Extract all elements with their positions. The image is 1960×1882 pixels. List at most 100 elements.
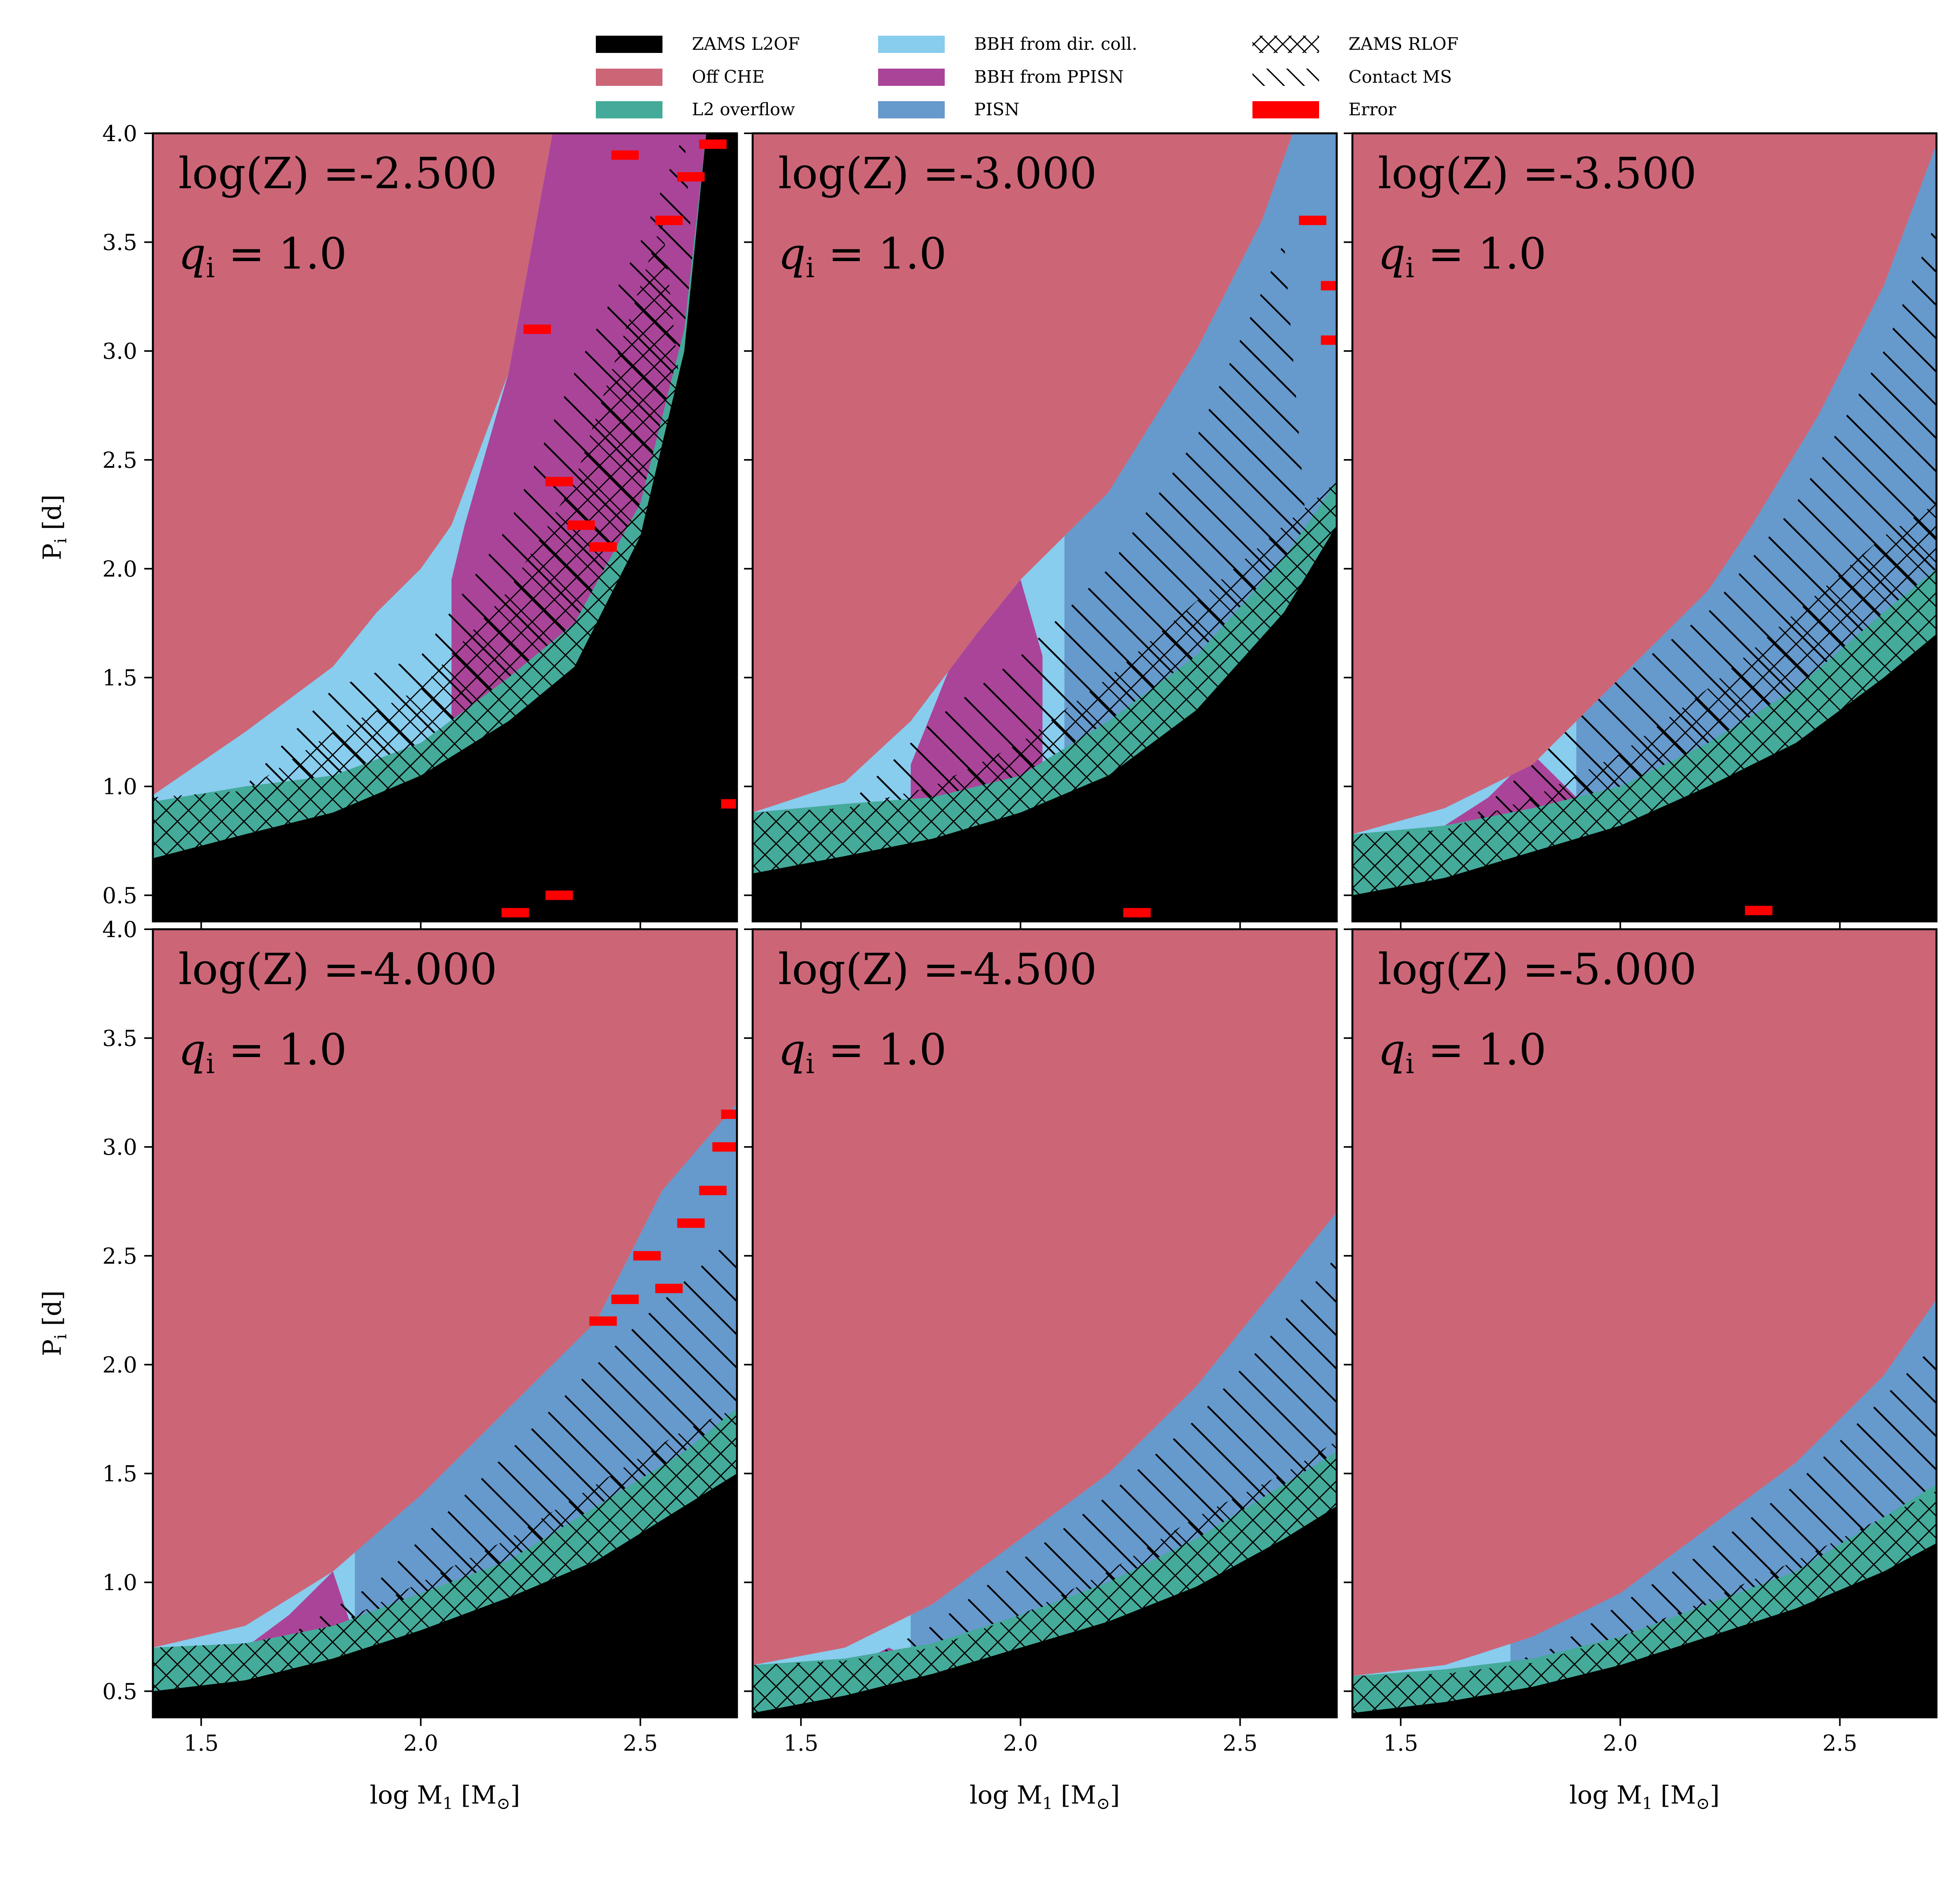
legend-label: ZAMS RLOF [1348,34,1458,54]
legend-label: Contact MS [1348,67,1452,87]
panel-frame [751,928,1338,1719]
error-cell [721,1109,737,1119]
x-tick-label: 2.0 [1603,1731,1638,1756]
error-cell [699,139,727,149]
legend-label: L2 overflow [692,100,795,120]
panel-q-label: qi = 1.0 [1378,1025,1546,1080]
y-tick-label: 1.0 [102,1570,137,1596]
panel-plot-area [153,133,737,921]
error-cell [1123,908,1151,917]
panel-q-label: qi = 1.0 [778,1025,947,1080]
legend-item: BBH from PPISN [878,67,1124,87]
legend-swatch [1252,69,1319,86]
legend-swatch [596,36,662,53]
panel-metallicity-label: log(Z) =-4.000 [178,944,497,994]
panel: 1.5 2.0 2.5 log(Z) =-4.500 qi = 1.0 [744,928,1338,1756]
error-cell [712,1142,737,1152]
y-tick-label: 2.5 [102,448,137,473]
region-zams-l2of [153,133,737,921]
error-cell [611,1294,639,1304]
error-cell [1745,906,1773,916]
legend-label: BBH from PPISN [974,67,1124,87]
x-axis-label: log M1 [M⊙] [1569,1781,1720,1813]
error-cell [677,172,705,182]
y-tick-label: 1.5 [102,1461,137,1487]
y-tick-label: 2.0 [102,556,137,582]
legend-label: ZAMS L2OF [692,34,800,54]
panel-frame [1351,928,1938,1719]
error-cell [633,1251,661,1261]
panel-plot-area [753,929,1337,1717]
legend-item: Contact MS [1252,67,1452,87]
x-tick-label: 2.0 [1003,1731,1038,1756]
legend-item: Error [1252,100,1397,120]
panel-metallicity-label: log(Z) =-3.000 [778,148,1097,198]
error-cell [589,542,617,552]
panel-q-label: qi = 1.0 [778,229,947,284]
panel-plot-area [753,133,1337,921]
panel: 1.5 2.0 2.5 0.5 1.0 1.5 2.0 2.5 3.0 3.5 4.0 log(Z) … [102,917,738,1756]
region-zams-l2of [753,525,1337,921]
error-cell [589,1316,617,1326]
y-tick-label: 1.5 [102,665,137,691]
y-tick-label: 0.5 [102,883,137,908]
error-cell [655,216,683,225]
error-cell [699,1186,727,1195]
error-cell [1321,335,1337,345]
x-tick-label: 2.5 [1223,1731,1258,1756]
region-zams-l2of [1352,1543,1936,1717]
legend: ZAMS L2OF Off CHE L2 overflow BBH from dir.… [596,34,1458,120]
y-tick-label: 2.5 [102,1244,137,1269]
x-tick-label: 1.5 [784,1731,818,1756]
region-zams-l2of [153,1473,737,1717]
y-axis-label: Pi [d] [38,1290,70,1356]
y-axis-label: Pi [d] [38,494,70,560]
panel-frame [152,132,738,923]
error-cell [1321,281,1337,291]
x-tick-label: 2.0 [403,1731,438,1756]
panel: 1.5 2.0 2.5 log(Z) =-5.000 qi = 1.0 [1344,928,1938,1756]
legend-swatch [596,101,662,118]
panel-metallicity-label: log(Z) =-2.500 [178,148,497,198]
panel-frame [751,132,1338,923]
x-axis-label: log M1 [M⊙] [969,1781,1120,1813]
legend-label: Off CHE [692,67,764,87]
legend-item: ZAMS RLOF [1252,34,1458,54]
legend-swatch [596,69,662,86]
error-cell [523,324,551,334]
panel-metallicity-label: log(Z) =-4.500 [778,944,1097,994]
panel-plot-area [153,929,737,1717]
panel: log(Z) =-3.500 qi = 1.0 [1344,132,1938,930]
error-cell [545,890,573,900]
region-zams-l2of [753,1506,1337,1717]
error-cell [677,1218,705,1228]
panel-plot-area [1352,133,1936,921]
legend-swatch [878,36,945,53]
y-tick-label: 2.0 [102,1352,137,1378]
legend-swatch [878,69,945,86]
panel-q-label: qi = 1.0 [1378,229,1546,284]
error-cell [1299,216,1327,225]
x-tick-label: 2.5 [623,1731,658,1756]
legend-item: Off CHE [596,67,764,87]
y-tick-label: 3.5 [102,1026,137,1052]
axis-labels: log M1 [M⊙] log M1 [M⊙] log M1 [M⊙] Pi [d] P… [38,494,1720,1813]
panel-metallicity-label: log(Z) =-5.000 [1378,944,1697,994]
legend-item: ZAMS L2OF [596,34,800,54]
legend-item: PISN [878,100,1020,120]
legend-swatch [878,101,945,118]
y-tick-label: 4.0 [102,121,137,147]
region-zams-l2of [1352,634,1936,921]
panel: log(Z) =-3.000 qi = 1.0 [744,132,1338,930]
x-tick-label: 1.5 [184,1731,219,1756]
panel-q-label: qi = 1.0 [178,229,347,284]
y-tick-label: 0.5 [102,1679,137,1704]
y-tick-label: 4.0 [102,917,137,943]
y-tick-label: 3.0 [102,339,137,364]
x-tick-label: 2.5 [1822,1731,1857,1756]
panel-q-label: qi = 1.0 [178,1025,347,1080]
legend-label: BBH from dir. coll. [974,34,1137,54]
y-tick-label: 1.0 [102,774,137,800]
x-axis-label: log M1 [M⊙] [370,1781,520,1813]
